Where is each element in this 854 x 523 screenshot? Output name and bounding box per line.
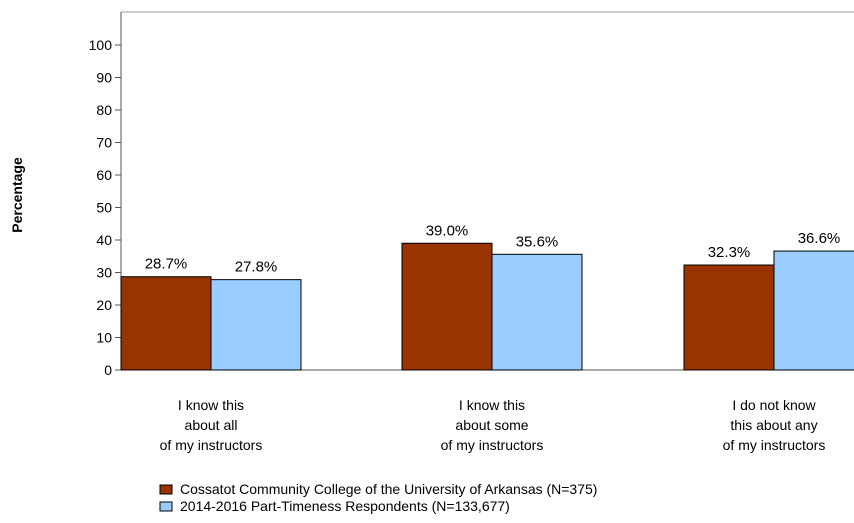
category-labels: I know this about all of my instructors I k… [160, 397, 826, 453]
data-label: 39.0% [426, 222, 469, 239]
category-label: I know this [178, 397, 244, 413]
y-tick-label: 10 [96, 330, 112, 346]
y-tick-label: 80 [96, 102, 112, 118]
bars [120, 242, 854, 371]
data-label: 35.6% [516, 233, 559, 250]
bar-series-1-cat-3 [683, 264, 775, 371]
legend-swatch [159, 484, 173, 495]
y-tick-label: 60 [96, 167, 112, 183]
category-label: about all [185, 417, 238, 433]
y-tick-label: 90 [96, 70, 112, 86]
bar-series-1-cat-1 [120, 276, 212, 371]
y-tick-label: 50 [96, 200, 112, 216]
category-label: of my instructors [441, 437, 544, 453]
bar-series-2-cat-1 [210, 279, 302, 371]
category-label: about some [455, 417, 528, 433]
y-tick-label: 40 [96, 232, 112, 248]
bar-series-2-cat-2 [491, 253, 583, 371]
y-tick-label: 100 [89, 37, 113, 53]
data-label: 36.6% [798, 230, 841, 247]
category-label: this about any [730, 417, 817, 433]
category-label: of my instructors [723, 437, 826, 453]
category-label: I know this [459, 397, 525, 413]
y-tick-label: 70 [96, 135, 112, 151]
legend-swatch [159, 501, 173, 512]
y-tick-label: 30 [96, 265, 112, 281]
bar-series-2-cat-3 [773, 250, 854, 371]
y-tick-label: 20 [96, 297, 112, 313]
data-label: 28.7% [145, 256, 188, 273]
y-axis-title: Percentage [9, 157, 25, 233]
category-label: I do not know [732, 397, 816, 413]
legend: Cossatot Community College of the Univer… [159, 481, 597, 514]
category-label: of my instructors [160, 437, 263, 453]
y-axis: 0 10 20 30 40 50 60 70 80 90 100 [89, 37, 121, 378]
bar-series-1-cat-2 [401, 242, 493, 371]
legend-label: Cossatot Community College of the Univer… [180, 481, 597, 497]
data-labels: 28.7% 27.8% 39.0% 35.6% 32.3% 36.6% [145, 222, 841, 275]
y-tick-label: 0 [104, 362, 112, 378]
data-label: 27.8% [235, 259, 278, 276]
data-label: 32.3% [708, 244, 751, 261]
legend-label: 2014-2016 Part-Timeness Respondents (N=1… [180, 498, 510, 514]
